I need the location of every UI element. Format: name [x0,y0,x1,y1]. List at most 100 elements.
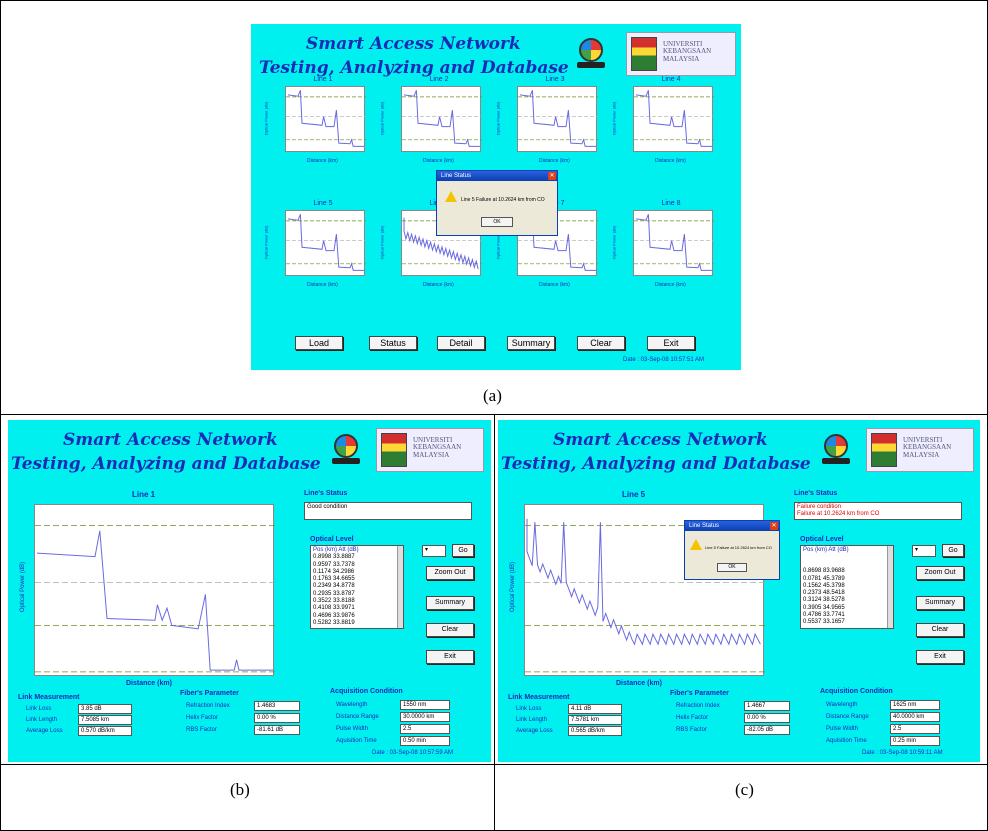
exit-button[interactable]: Exit [426,650,474,664]
otdr-trace-chart [35,525,275,673]
list-item[interactable]: 0.5282 33.8819 [313,619,355,626]
summary-button[interactable]: Summary [426,596,474,610]
x-axis-label: Distance (km) [616,680,662,687]
list-item[interactable]: 0.1763 34.6655 [313,576,355,583]
lab-logo-icon [824,434,848,458]
fiber-value-field[interactable]: -81.61 dB [254,725,300,735]
scrollbar[interactable] [397,546,403,628]
line-title: Line 5 [622,490,646,499]
zoom-out-button[interactable]: Zoom Out [426,566,474,580]
ok-button[interactable]: OK [481,217,513,227]
date-display: Date : 03-Sep-08 10:57:51 AM [623,357,705,363]
link-value-field[interactable]: 3.85 dB [78,704,132,714]
summary-button[interactable]: Summary [507,336,555,350]
optical-level-list[interactable]: Pos (km) Att (dB) 0.8998 33.8887 0.9597 3… [310,545,404,629]
zoom-out-button[interactable]: Zoom Out [916,566,964,580]
line-trace-plot[interactable] [633,210,714,276]
x-axis-label: Distance (km) [655,282,686,288]
university-logo: UNIVERSITI KEBANGSAAN MALAYSIA [866,428,974,472]
fiber-value-field[interactable]: 1.4667 [744,701,790,711]
go-button[interactable]: Go [452,544,474,557]
exit-button[interactable]: Exit [647,336,695,350]
y-axis-label: Optical Power (dB) [510,561,517,613]
go-button[interactable]: Go [942,544,964,557]
acq-label: Wavelength [336,702,368,708]
summary-button[interactable]: Summary [916,596,964,610]
link-value-field[interactable]: 4.11 dB [568,704,622,714]
acq-value-field[interactable]: 0.50 min [400,736,450,746]
trace-line [403,90,480,147]
list-item[interactable]: 0.3124 38.5278 [803,597,845,604]
university-name: UNIVERSITI KEBANGSAAN MALAYSIA [413,436,462,459]
link-value-field[interactable]: 0.570 dB/km [78,726,132,736]
app-subtitle: Testing, Analyzing and Database [11,454,321,474]
exit-button[interactable]: Exit [916,650,964,664]
line-trace-chart [634,214,714,271]
trace-line [635,90,712,147]
clear-button[interactable]: Clear [916,623,964,637]
line-trace-plot[interactable] [401,86,482,152]
optical-level-list[interactable]: Pos (km) Att (dB) 0.8698 83.9688 0.0781 4… [800,545,894,629]
link-label: Average Loss [516,728,553,734]
list-item[interactable]: 0.9597 33.7378 [313,561,355,568]
link-value-field[interactable]: 7.5085 km [78,715,132,725]
load-button[interactable]: Load [295,336,343,350]
acq-value-field[interactable]: 30.0000 km [400,712,450,722]
list-item[interactable]: 0.1562 45.3798 [803,582,845,589]
acq-value-field[interactable]: 1550 nm [400,700,450,710]
list-item[interactable]: 0.8998 33.8887 [313,554,355,561]
line-trace-plot[interactable] [633,86,714,152]
line-trace-plot[interactable] [517,86,598,152]
link-value-field[interactable]: 0.565 dB/km [568,726,622,736]
list-item[interactable]: 0.2349 34.8778 [313,583,355,590]
close-icon[interactable]: ✕ [548,172,556,180]
lab-logo-base [332,458,360,464]
line-trace-plot[interactable] [285,86,366,152]
fiber-value-field[interactable]: 1.4683 [254,701,300,711]
list-item[interactable]: 0.2935 33.8787 [313,590,355,597]
line-trace-chart [286,214,366,271]
lab-logo-base [577,62,605,68]
acq-value-field[interactable]: 40.0000 km [890,712,940,722]
list-item[interactable]: 0.3905 34.9565 [803,604,845,611]
position-select[interactable]: ▾ [422,545,446,557]
lab-logo-base [822,458,850,464]
line-panel-title: Line 5 [313,200,333,207]
acq-value-field[interactable]: 1625 nm [890,700,940,710]
list-header: Pos (km) Att (dB) [313,547,359,553]
list-item[interactable]: 0.3522 33.8188 [313,598,355,605]
overview-window: Smart Access Network Testing, Analyzing … [251,24,741,370]
fiber-value-field[interactable]: 0.00 % [744,713,790,723]
x-axis-label: Distance (km) [655,158,686,164]
close-icon[interactable]: ✕ [770,522,778,530]
acq-value-field[interactable]: 2.5 [890,724,940,734]
clear-button[interactable]: Clear [577,336,625,350]
acq-value-field[interactable]: 0.25 min [890,736,940,746]
optical-level-label: Optical Level [800,536,844,543]
fiber-value-field[interactable]: -82.05 dB [744,725,790,735]
detail-button[interactable]: Detail [437,336,485,350]
list-item[interactable]: 0.4696 33.9876 [313,612,355,619]
link-measurement-label: Link Measurement [508,694,570,701]
link-label: Link Length [516,717,548,723]
status-button[interactable]: Status [369,336,417,350]
ok-button[interactable]: OK [717,563,747,572]
list-item[interactable]: 0.8698 83.9688 [803,568,845,575]
list-item[interactable]: 0.5537 33.1657 [803,619,845,626]
list-item[interactable]: 0.4108 33.9971 [313,605,355,612]
scrollbar[interactable] [887,546,893,628]
position-select[interactable]: ▾ [912,545,936,557]
line-trace-chart [518,90,598,147]
fiber-value-field[interactable]: 0.00 % [254,713,300,723]
line-trace-plot[interactable] [285,210,366,276]
list-item[interactable]: 0.4786 33.7741 [803,612,845,619]
list-item[interactable]: 0.1174 34.2986 [313,568,355,575]
link-value-field[interactable]: 7.5781 km [568,715,622,725]
acq-value-field[interactable]: 2.5 [400,724,450,734]
list-item[interactable]: 0.2373 48.5418 [803,590,845,597]
clear-button[interactable]: Clear [426,623,474,637]
link-label: Link Length [26,717,58,723]
list-item[interactable]: 0.0781 45.3789 [803,575,845,582]
line-trace-chart [634,90,714,147]
x-axis-label: Distance (km) [307,282,338,288]
